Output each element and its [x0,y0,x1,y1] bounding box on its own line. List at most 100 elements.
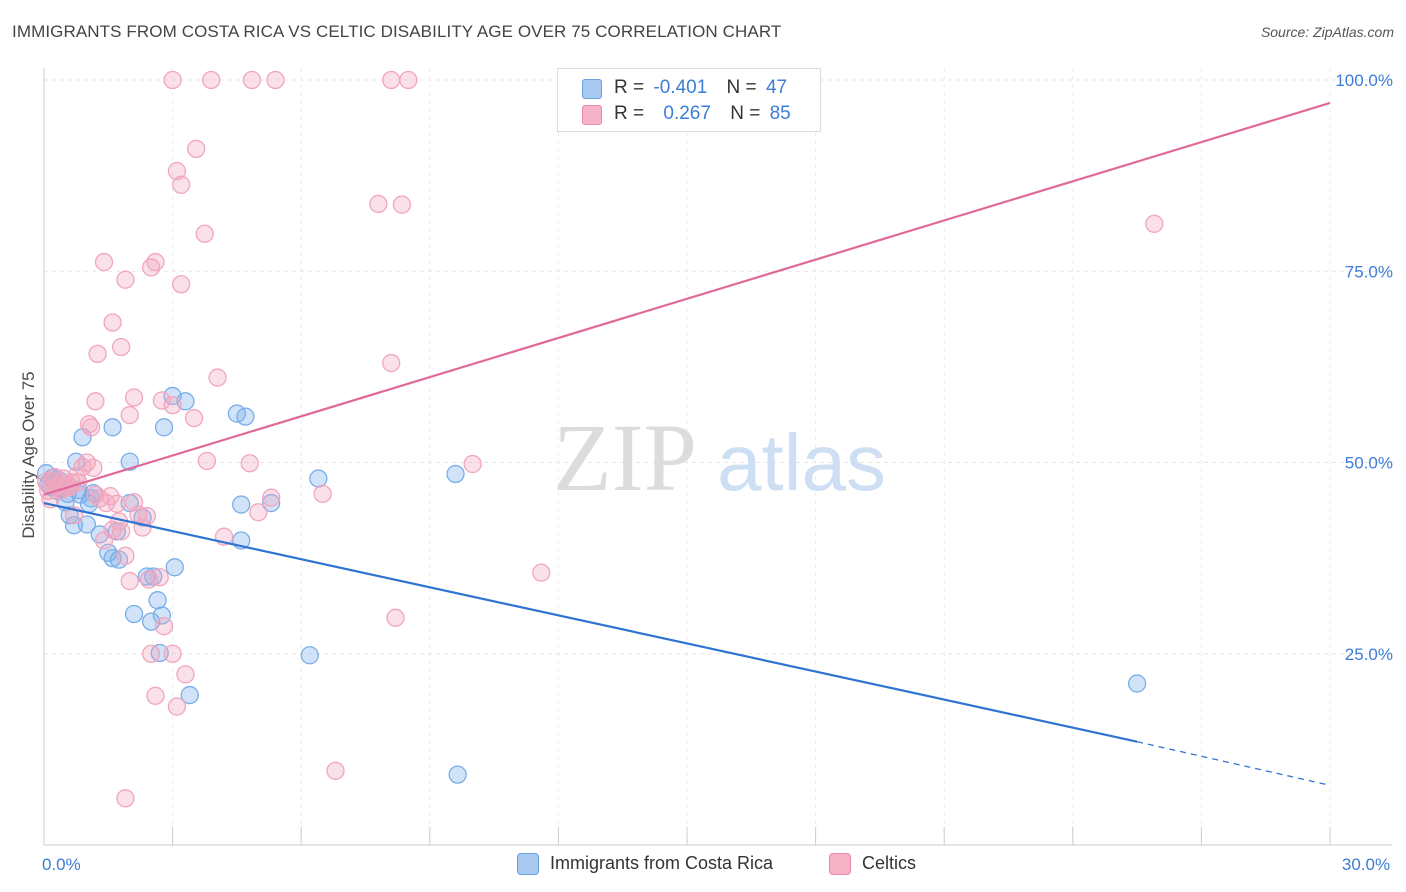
celtics-point [463,454,482,474]
celtics-point [163,70,182,90]
celtics-point [152,391,172,410]
celtics-point [137,506,157,526]
celtics-point [116,270,135,289]
costa-rica-point [154,418,174,437]
n-value: 47 [765,77,788,98]
celtics-point [399,70,418,90]
costa-rica-point [1127,674,1147,693]
costa-rica-point [262,493,281,513]
celtics-point [326,761,345,780]
celtics-point [146,252,165,272]
y-tick-label: 25.0% [1345,645,1393,664]
costa-rica-trend-line [43,501,1138,743]
correlation-legend: R = -0.401 N = 47 R = 0.267 N = 85 [557,68,821,132]
celtics-point [124,388,144,407]
legend-swatch-pink [829,853,851,875]
watermark-atlas: atlas [717,418,886,507]
celtics-point [386,608,405,627]
celtics-point [184,408,204,428]
data-points [36,70,1164,808]
celtics-point [112,337,131,357]
y-axis-label: Disability Age Over 75 [19,371,38,538]
celtics-point [197,451,217,471]
watermark: ZIP atlas [553,404,886,511]
celtics-trend-line [43,101,1331,496]
celtics-point [116,789,135,808]
celtics-point [86,392,105,411]
costa-rica-point [180,685,199,705]
celtics-point [369,194,388,214]
celtics-point [392,195,412,214]
legend-swatch-blue [517,853,539,875]
costa-rica-point [232,495,251,514]
celtics-point [382,70,401,90]
costa-rica-point [124,604,144,624]
celtics-point [107,494,127,513]
celtics-point [82,418,101,437]
costa-rica-point [103,418,122,437]
costa-rica-point [120,452,139,471]
celtics-point [262,488,281,507]
celtics-point [187,139,206,159]
celtics-point [1145,214,1164,233]
celtics-point [120,571,139,591]
trend-lines [43,101,1331,786]
celtics-point [249,503,268,522]
costa-rica-point [300,646,319,665]
r-value: 0.267 [663,103,711,124]
celtics-point [88,344,107,364]
celtics-point [146,686,165,705]
costa-rica-point [60,506,79,525]
costa-rica-point [227,404,247,423]
celtics-point [154,617,174,636]
celtics-point [79,415,99,434]
costa-rica-point [309,469,328,488]
celtics-point [84,458,103,478]
costa-rica-point [77,515,97,534]
costa-rica-trend-line-extension [1136,741,1331,786]
n-label: N = [726,77,757,98]
watermark-zip: ZIP [553,404,697,511]
celtics-point [167,697,187,716]
legend-label: Celtics [862,853,917,873]
source-credit: Source: ZipAtlas.com [1260,24,1394,40]
celtics-point [266,70,285,90]
celtics-point [142,644,161,663]
y-tick-label: 50.0% [1345,454,1393,473]
r-value: -0.401 [653,77,708,98]
celtics-point [202,70,221,90]
celtics-point [163,644,182,663]
costa-rica-point [446,464,465,484]
x-tick-label: 0.0% [42,855,81,874]
x-tick-label: 30.0% [1342,855,1390,874]
celtics-point [167,161,187,181]
celtics-point [120,405,139,425]
costa-rica-point [148,591,167,610]
celtics-point [163,395,182,415]
celtics-point [116,546,135,565]
celtics-point [139,570,159,589]
gridlines [44,68,1392,845]
celtics-point [532,563,551,582]
celtics-point [94,252,114,272]
costa-rica-point [163,386,182,406]
legend-swatch-blue [582,79,602,99]
costa-rica-point [448,765,467,784]
chart-title: IMMIGRANTS FROM COSTA RICA VS CELTIC DIS… [12,22,782,41]
y-tick-label: 100.0% [1335,71,1393,90]
y-tick-label: 75.0% [1345,262,1393,281]
legend-swatch-pink [582,105,602,125]
celtics-point [150,568,169,587]
n-value: 85 [769,103,791,124]
celtics-point [382,353,401,373]
r-label: R = [614,103,645,124]
celtics-point [208,368,227,387]
r-label: R = [614,77,645,98]
costa-rica-point [64,516,84,535]
celtics-point [195,224,214,243]
celtics-point [172,275,191,294]
celtics-point [240,454,259,473]
celtics-point [313,484,332,504]
celtics-point [242,70,262,90]
